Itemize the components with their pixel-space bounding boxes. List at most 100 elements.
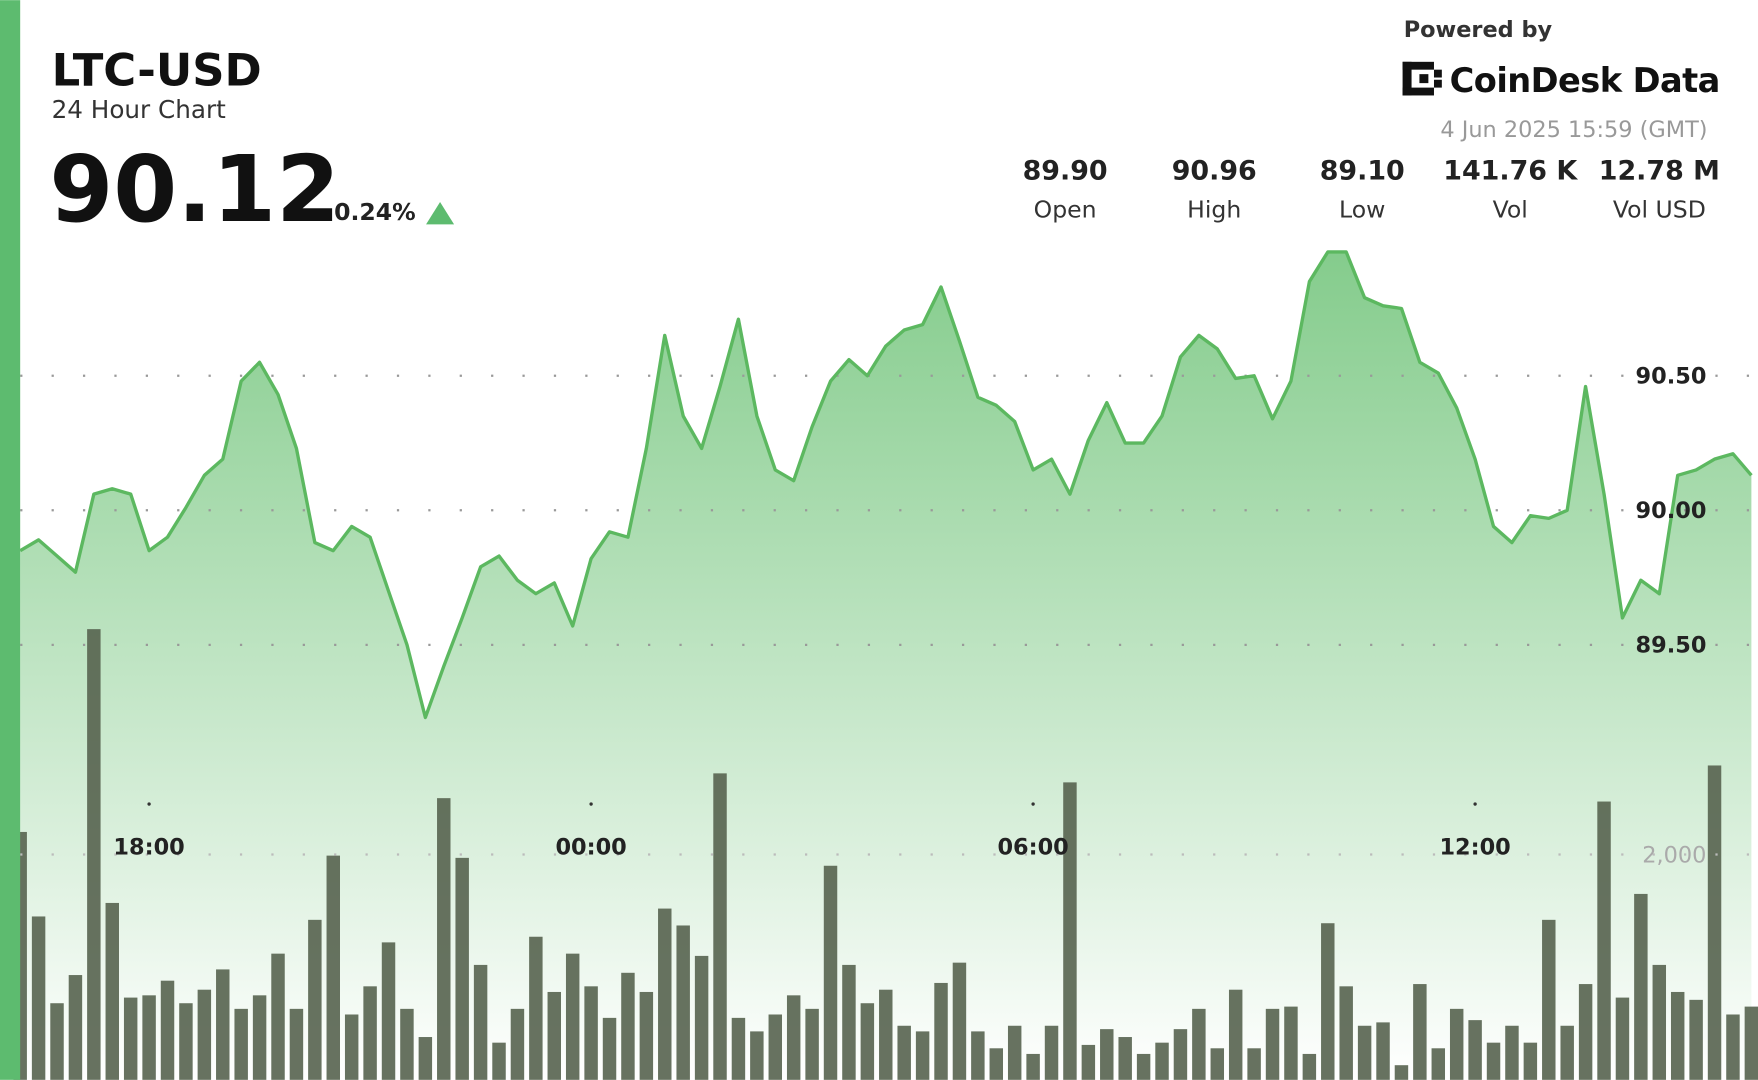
volume-bar bbox=[1302, 1053, 1317, 1080]
x-tick bbox=[147, 802, 151, 806]
stat-value: 141.76 K bbox=[1443, 156, 1578, 187]
volume-bar bbox=[1210, 1048, 1225, 1080]
volume-bar bbox=[105, 902, 119, 1080]
volume-bar bbox=[602, 1017, 617, 1080]
volume-bar bbox=[1081, 1044, 1096, 1080]
volume-bar bbox=[123, 997, 138, 1080]
up-arrow bbox=[426, 201, 455, 225]
volume-bar bbox=[621, 972, 635, 1080]
volume-bar bbox=[1284, 1006, 1298, 1080]
volume-bar bbox=[989, 1048, 1004, 1080]
volume-bar bbox=[860, 1003, 875, 1080]
x-tick-label: 18:00 bbox=[113, 834, 184, 860]
volume-bar bbox=[915, 1031, 930, 1080]
x-tick-label: 12:00 bbox=[1439, 834, 1510, 860]
volume-bar bbox=[584, 986, 598, 1080]
x-tick bbox=[1031, 802, 1035, 806]
volume-bar bbox=[1339, 986, 1353, 1080]
volume-bar bbox=[768, 1014, 783, 1080]
stat-label: Vol USD bbox=[1613, 196, 1706, 224]
price-line bbox=[19, 250, 1753, 720]
volume-bar bbox=[1394, 1065, 1409, 1080]
volume-bar bbox=[1357, 1025, 1372, 1080]
volume-bar bbox=[271, 953, 285, 1080]
volume-bar bbox=[363, 986, 377, 1080]
volume-bar bbox=[1192, 1008, 1206, 1080]
volume-bar bbox=[879, 989, 893, 1080]
volume-bar bbox=[842, 964, 856, 1080]
volume-bar bbox=[1376, 1022, 1390, 1080]
volume-bar bbox=[455, 857, 469, 1080]
volume-bar bbox=[1063, 782, 1077, 1080]
stat-value: 89.10 bbox=[1320, 156, 1405, 187]
volume-bar bbox=[639, 991, 654, 1080]
volume-bar bbox=[234, 1008, 248, 1080]
volume-bar bbox=[1542, 919, 1556, 1080]
volume-bar bbox=[1744, 1006, 1758, 1080]
stats: 89.90 Open 90.96 High 89.10 Low 141.76 K Vol 12.… bbox=[1023, 156, 1720, 224]
volume-bar bbox=[1449, 1008, 1464, 1080]
volume-bar bbox=[750, 1031, 764, 1080]
volume-bar bbox=[694, 955, 709, 1080]
volume-bar bbox=[1247, 1048, 1261, 1080]
y2-tick-label: 2,000 bbox=[1642, 842, 1706, 868]
volume-bar bbox=[676, 925, 690, 1080]
volume-bar bbox=[142, 995, 156, 1080]
volume-bar bbox=[1578, 984, 1593, 1080]
volume-bar bbox=[308, 919, 322, 1080]
volume-bar bbox=[786, 995, 801, 1080]
volume-bar bbox=[1026, 1053, 1040, 1080]
volume-bar bbox=[1431, 1048, 1446, 1080]
volume-bar bbox=[473, 964, 488, 1080]
volume-bar bbox=[31, 916, 46, 1080]
title: LTC-USD bbox=[52, 43, 262, 96]
volume-bar bbox=[565, 953, 580, 1080]
volume-bar bbox=[529, 936, 543, 1080]
volume-bar bbox=[658, 908, 672, 1080]
stat-label: Vol bbox=[1493, 196, 1528, 224]
volume-bar bbox=[1468, 1020, 1482, 1080]
volume-bar bbox=[547, 991, 561, 1080]
y-tick-label: 89.50 bbox=[1636, 633, 1707, 659]
subtitle: 24 Hour Chart bbox=[52, 95, 227, 124]
volume-bar bbox=[1726, 1014, 1740, 1080]
volume-bar bbox=[731, 1017, 746, 1080]
volume-bar bbox=[400, 1008, 414, 1080]
volume-bar bbox=[1652, 964, 1667, 1080]
volume-bar bbox=[1044, 1025, 1059, 1080]
volume-bar bbox=[492, 1042, 506, 1080]
volume-bar bbox=[216, 969, 230, 1080]
change: 0.24% bbox=[334, 198, 416, 226]
volume-bar bbox=[1634, 893, 1648, 1080]
volume-bar bbox=[160, 980, 175, 1080]
volume-bar bbox=[1265, 1008, 1280, 1080]
volume-bar bbox=[381, 942, 396, 1080]
volume-bar bbox=[510, 1008, 525, 1080]
volume-bar bbox=[326, 855, 340, 1080]
volume-bar bbox=[344, 1014, 359, 1080]
volume-bar bbox=[1100, 1029, 1114, 1080]
stat-value: 12.78 M bbox=[1599, 156, 1720, 187]
area-fill bbox=[20, 251, 1752, 1080]
volume-bar bbox=[1597, 801, 1611, 1080]
stat-label: Open bbox=[1034, 196, 1097, 224]
volume-bar bbox=[1136, 1053, 1151, 1080]
volume-bar bbox=[805, 1008, 819, 1080]
volume-bar bbox=[418, 1037, 433, 1080]
volume-bar bbox=[1689, 999, 1703, 1080]
x-tick-label: 06:00 bbox=[997, 834, 1068, 860]
volume-bar bbox=[1007, 1025, 1022, 1080]
brand-logo bbox=[1402, 61, 1442, 96]
volume-bar bbox=[1523, 1042, 1538, 1080]
price: 90.12 bbox=[49, 136, 340, 243]
x-tick bbox=[589, 802, 593, 806]
volume-bar bbox=[1486, 1042, 1501, 1080]
volume-bar bbox=[1321, 923, 1335, 1080]
y-tick-label: 90.50 bbox=[1636, 364, 1707, 390]
volume-bar bbox=[87, 629, 101, 1080]
volume-bar bbox=[179, 1003, 193, 1080]
volume-bar bbox=[1155, 1042, 1169, 1080]
volume-bar bbox=[934, 982, 948, 1080]
